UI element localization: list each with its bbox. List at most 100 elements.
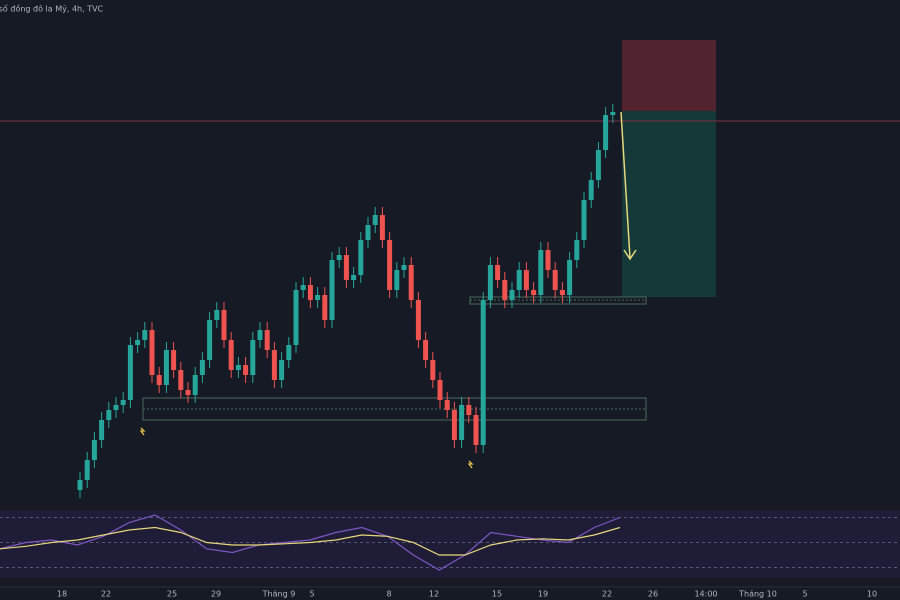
candle-body <box>567 260 573 295</box>
candle-body <box>473 415 479 445</box>
candle-body <box>293 290 299 345</box>
candle-body <box>430 360 436 380</box>
x-tick-label: 12 <box>429 590 439 599</box>
signal-icon <box>139 427 146 436</box>
x-tick-label: 26 <box>648 590 658 599</box>
candle-body <box>401 265 407 270</box>
candle-body <box>336 255 342 260</box>
candle-body <box>221 310 227 340</box>
signal-icon <box>467 460 474 469</box>
arrow <box>620 111 637 261</box>
candle-body <box>149 330 155 375</box>
candle-body <box>379 215 385 240</box>
candle-body <box>106 410 112 420</box>
candle-body <box>185 390 191 395</box>
candle-body <box>603 115 609 150</box>
candle-body <box>192 375 198 395</box>
candle-body <box>545 250 551 270</box>
candle-body <box>523 270 529 290</box>
x-tick-label: Tháng 9 <box>262 590 296 599</box>
target-zone <box>622 111 716 297</box>
x-tick-label: 29 <box>211 590 221 599</box>
x-tick-label: 19 <box>538 590 548 599</box>
candle-body <box>243 365 249 375</box>
x-tick-label: 22 <box>101 590 111 599</box>
candle-body <box>307 285 313 300</box>
candle-body <box>372 215 378 225</box>
candle-body <box>279 360 285 380</box>
x-tick-label: 25 <box>167 590 177 599</box>
candle-body <box>113 405 119 410</box>
candle-body <box>156 375 162 385</box>
candle-body <box>127 345 133 400</box>
candle-body <box>538 250 544 295</box>
candle-body <box>502 280 508 300</box>
candle-body <box>271 350 277 380</box>
candle-body <box>610 112 616 115</box>
x-tick-label: 18 <box>57 590 67 599</box>
x-tick-label: 14:00 <box>694 590 717 599</box>
rsi-pane <box>0 510 900 578</box>
candle-body <box>77 480 83 490</box>
candle-body <box>365 225 371 240</box>
candle-body <box>163 350 169 385</box>
candle-body <box>437 380 443 400</box>
candle-body <box>531 290 537 295</box>
candle-body <box>207 320 213 360</box>
candle-body <box>178 370 184 390</box>
candle-body <box>329 260 335 320</box>
stop-zone <box>622 40 716 111</box>
candle-body <box>322 295 328 320</box>
candle-body <box>451 410 457 440</box>
candle-body <box>250 340 256 375</box>
candle-body <box>559 290 565 295</box>
x-tick-label: 22 <box>602 590 612 599</box>
candle-body <box>120 400 126 405</box>
candle-body <box>300 285 306 290</box>
x-tick-label: 10 <box>867 590 877 599</box>
x-tick-label: 5 <box>309 590 314 599</box>
candle-body <box>257 330 263 340</box>
candle-body <box>199 360 205 375</box>
candle-body <box>358 240 364 275</box>
rsi-line <box>0 514 621 571</box>
candle-body <box>466 405 472 415</box>
x-tick-label: 15 <box>492 590 502 599</box>
candle-body <box>315 295 321 300</box>
candle-body <box>235 365 241 370</box>
candle-body <box>487 265 493 300</box>
candle-body <box>387 240 393 290</box>
candle-body <box>581 200 587 240</box>
candle-body <box>588 180 594 200</box>
x-tick-label: Tháng 10 <box>738 590 777 599</box>
candle-body <box>444 400 450 410</box>
rsi-line <box>0 526 621 556</box>
candle-body <box>286 345 292 360</box>
candle-body <box>495 265 501 280</box>
candle-body <box>351 275 357 280</box>
candle-body <box>84 460 90 480</box>
candle-body <box>509 290 515 300</box>
x-tick-label: 5 <box>802 590 807 599</box>
candle-body <box>415 300 421 340</box>
candles <box>77 104 616 498</box>
candle-body <box>595 150 601 180</box>
candle-body <box>574 240 580 260</box>
x-tick-label: 8 <box>386 590 391 599</box>
candle-body <box>480 300 486 445</box>
candle-body <box>142 330 148 340</box>
candle-body <box>552 270 558 290</box>
candle-body <box>99 420 105 440</box>
candle-body <box>91 440 97 460</box>
candle-body <box>516 270 522 290</box>
candle-body <box>214 310 220 320</box>
candle-body <box>394 270 400 290</box>
candle-body <box>343 255 349 280</box>
candle-body <box>459 405 465 440</box>
candle-body <box>135 340 141 345</box>
candle-body <box>171 350 177 370</box>
chart-title: ỉ số đồng đô la Mỹ, 4h, TVC <box>0 4 104 14</box>
candle-body <box>408 265 414 300</box>
